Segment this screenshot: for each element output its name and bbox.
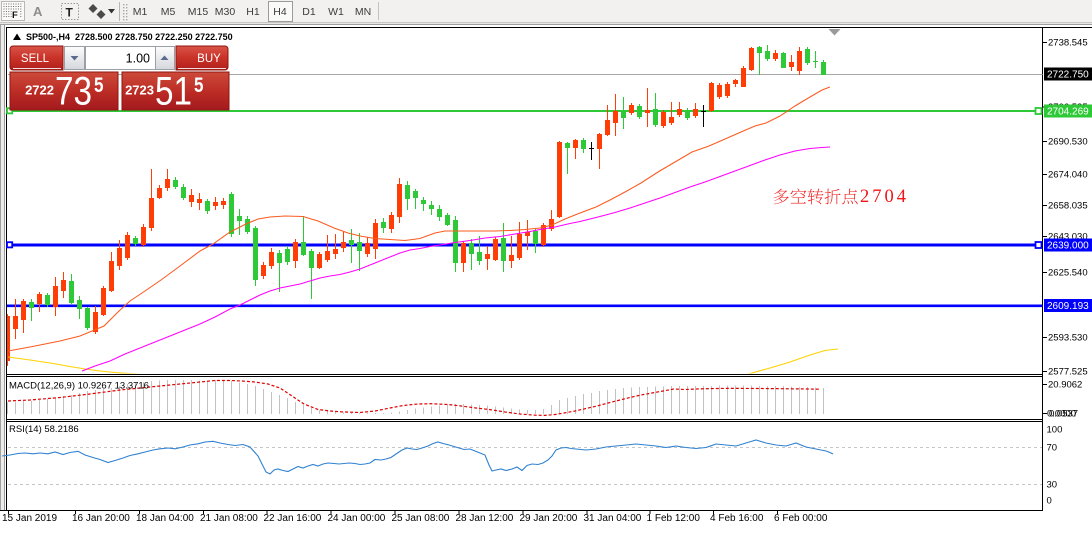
svg-text:M1: M1 bbox=[133, 6, 148, 18]
svg-text:2723: 2723 bbox=[125, 83, 154, 98]
svg-text:F: F bbox=[12, 10, 18, 21]
svg-text:2690.530: 2690.530 bbox=[1048, 137, 1088, 148]
svg-text:5: 5 bbox=[194, 74, 204, 97]
svg-text:4 Feb 16:00: 4 Feb 16:00 bbox=[710, 513, 764, 524]
svg-text:MN: MN bbox=[355, 6, 371, 18]
svg-text:6 Feb 00:00: 6 Feb 00:00 bbox=[774, 513, 828, 524]
svg-text:0.0000: 0.0000 bbox=[1047, 409, 1076, 420]
svg-text:T: T bbox=[66, 6, 74, 20]
svg-text:2625.540: 2625.540 bbox=[1048, 268, 1088, 279]
svg-text:SELL: SELL bbox=[21, 53, 50, 65]
svg-text:2658.035: 2658.035 bbox=[1048, 201, 1088, 212]
svg-text:29 Jan 20:00: 29 Jan 20:00 bbox=[520, 513, 578, 524]
svg-text:SP500-,H4 2728.500 2728.750 2: SP500-,H4 2728.500 2728.750 2722.250 272… bbox=[26, 32, 233, 42]
svg-text:2577.525: 2577.525 bbox=[1048, 367, 1088, 378]
svg-text:100: 100 bbox=[1047, 425, 1063, 436]
svg-text:20.9062: 20.9062 bbox=[1048, 380, 1082, 391]
svg-text:M30: M30 bbox=[215, 6, 236, 18]
svg-text:W1: W1 bbox=[328, 6, 344, 18]
svg-text:RSI(14) 58.2186: RSI(14) 58.2186 bbox=[9, 424, 79, 435]
svg-text:2722: 2722 bbox=[25, 83, 54, 98]
svg-text:H1: H1 bbox=[246, 6, 260, 18]
svg-text:24 Jan 00:00: 24 Jan 00:00 bbox=[328, 513, 386, 524]
svg-text:A: A bbox=[33, 4, 43, 19]
svg-text:2722.750: 2722.750 bbox=[1047, 70, 1089, 81]
svg-text:22 Jan 16:00: 22 Jan 16:00 bbox=[264, 513, 322, 524]
svg-text:2643.030: 2643.030 bbox=[1048, 232, 1088, 243]
svg-text:5: 5 bbox=[94, 74, 104, 97]
svg-text:0: 0 bbox=[1047, 496, 1052, 507]
svg-text:MACD(12,26,9) 10.9267 13.3716: MACD(12,26,9) 10.9267 13.3716 bbox=[9, 381, 149, 392]
svg-text:M15: M15 bbox=[188, 6, 209, 18]
svg-text:H4: H4 bbox=[273, 6, 287, 18]
svg-text:25 Jan 08:00: 25 Jan 08:00 bbox=[392, 513, 450, 524]
svg-text:M5: M5 bbox=[161, 6, 176, 18]
svg-text:21 Jan 08:00: 21 Jan 08:00 bbox=[200, 513, 258, 524]
svg-text:30: 30 bbox=[1047, 480, 1058, 491]
svg-text:16 Jan 20:00: 16 Jan 20:00 bbox=[72, 513, 130, 524]
svg-text:2639.000: 2639.000 bbox=[1047, 241, 1089, 252]
svg-text:2738.545: 2738.545 bbox=[1048, 38, 1088, 49]
svg-text:2704: 2704 bbox=[860, 187, 909, 207]
svg-text:2609.193: 2609.193 bbox=[1047, 301, 1089, 312]
svg-text:1 Feb 12:00: 1 Feb 12:00 bbox=[647, 513, 701, 524]
svg-text:2704.269: 2704.269 bbox=[1047, 107, 1089, 118]
svg-text:D1: D1 bbox=[302, 6, 316, 18]
svg-text:31 Jan 04:00: 31 Jan 04:00 bbox=[584, 513, 642, 524]
svg-text:73: 73 bbox=[55, 70, 92, 114]
svg-text:51: 51 bbox=[155, 70, 192, 114]
svg-text:70: 70 bbox=[1047, 443, 1058, 454]
svg-text:2674.040: 2674.040 bbox=[1048, 170, 1088, 181]
svg-text:2593.530: 2593.530 bbox=[1048, 333, 1088, 344]
svg-text:0.0537: 0.0537 bbox=[1049, 409, 1078, 420]
svg-text:18 Jan 04:00: 18 Jan 04:00 bbox=[136, 513, 194, 524]
svg-text:1.00: 1.00 bbox=[126, 52, 150, 66]
svg-text:BUY: BUY bbox=[197, 53, 221, 65]
svg-text:28 Jan 12:00: 28 Jan 12:00 bbox=[456, 513, 514, 524]
svg-text:15 Jan 2019: 15 Jan 2019 bbox=[2, 513, 57, 524]
